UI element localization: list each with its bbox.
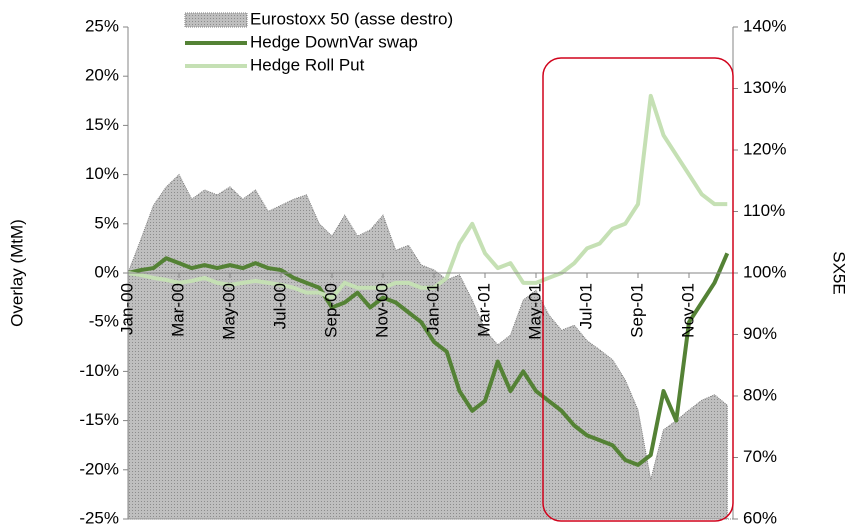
legend-swatch: [184, 12, 248, 28]
y2-tick-label: 110%: [743, 201, 785, 220]
y-tick-label: 15%: [85, 115, 119, 134]
y2-tick-label: 60%: [743, 508, 777, 527]
x-tick-label: Mar-01: [474, 283, 493, 337]
x-tick-label: Sep-01: [627, 283, 646, 338]
x-tick-label: Jul-01: [576, 283, 595, 329]
x-tick-label: Jul-00: [270, 283, 289, 329]
area: [127, 173, 728, 520]
y2-tick-label: 80%: [743, 385, 777, 404]
y-tick-label: 20%: [85, 66, 119, 85]
legend-label: Hedge Roll Put: [250, 55, 365, 74]
legend-label: Eurostoxx 50 (asse destro): [250, 9, 453, 28]
y-tick-label: 25%: [85, 16, 119, 35]
legend-label: Hedge DownVar swap: [250, 32, 418, 51]
y-tick-label: -5%: [89, 312, 119, 331]
x-tick-label: Nov-00: [372, 283, 391, 338]
line: [127, 93, 728, 300]
y2-axis-label: SX5E: [830, 251, 849, 294]
y-tick-label: 5%: [94, 213, 119, 232]
x-tick-label: Jan-00: [117, 283, 136, 335]
line: [127, 252, 730, 467]
x-tick-label: Jan-01: [423, 283, 442, 335]
y-tick-label: 10%: [85, 164, 119, 183]
y2-tick-label: 100%: [743, 262, 786, 281]
x-tick-label: May-00: [219, 283, 238, 340]
y2-tick-label: 140%: [743, 16, 786, 35]
y-axis-label: Overlay (MtM): [7, 219, 26, 327]
y-tick-label: -15%: [79, 410, 119, 429]
y-tick-label: -20%: [79, 459, 119, 478]
y-tick-label: 0%: [94, 262, 119, 281]
y2-tick-label: 70%: [743, 447, 777, 466]
x-tick-label: May-01: [525, 283, 544, 340]
x-tick-label: Mar-00: [168, 283, 187, 337]
y2-tick-label: 130%: [743, 78, 786, 97]
y2-tick-label: 120%: [743, 139, 786, 158]
x-tick-label: Sep-00: [321, 283, 340, 338]
y-tick-label: -10%: [79, 361, 119, 380]
x-tick-label: Nov-01: [678, 283, 697, 338]
y2-tick-label: 90%: [743, 324, 777, 343]
highlight-box: [542, 57, 734, 522]
y-tick-label: -25%: [79, 508, 119, 527]
